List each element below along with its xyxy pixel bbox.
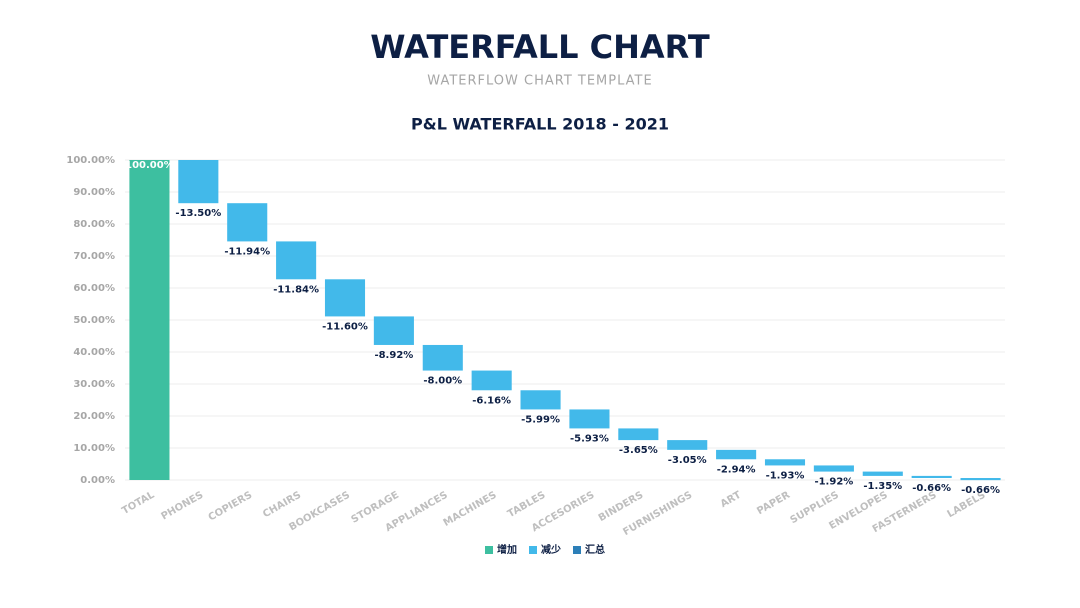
bar [569,409,610,429]
legend-swatch [485,546,493,554]
value-label: -5.99% [521,414,560,425]
value-label: -11.94% [224,246,270,257]
y-tick-label: 60.00% [73,283,115,294]
x-tick-label: TOTAL [120,489,157,517]
value-label: -0.66% [961,485,1000,496]
y-tick-label: 20.00% [73,411,115,422]
value-label: 100.00% [125,160,174,171]
slide-title: WATERFALL CHART [370,28,710,66]
x-tick-label: COPIERS [207,490,255,524]
y-tick-label: 30.00% [73,379,115,390]
bar [716,449,757,460]
bar [667,440,708,450]
value-label: -13.50% [175,208,221,219]
legend-label: 增加 [497,543,517,556]
bar [813,465,854,472]
bar [276,241,317,280]
x-tick-label: ART [719,490,744,511]
bar [324,279,366,317]
x-tick-label: PHONES [159,490,205,523]
bar [129,160,170,480]
x-tick-label: MACHINES [442,490,499,529]
value-label: -1.92% [814,477,853,488]
y-tick-label: 0.00% [80,475,115,486]
value-label: -8.00% [423,376,462,387]
value-label: -0.66% [912,483,951,494]
y-tick-label: 10.00% [73,443,115,454]
legend-swatch [573,546,581,554]
legend-label: 减少 [541,543,561,556]
y-tick-label: 90.00% [73,187,115,198]
y-tick-label: 80.00% [73,219,115,230]
value-label: -2.94% [717,464,756,475]
value-label: -1.93% [766,470,805,481]
x-tick-label: PAPER [755,490,792,518]
legend-swatch [529,546,537,554]
y-tick-label: 100.00% [66,155,115,166]
x-tick-label: TABLES [506,490,548,520]
bar [373,316,414,345]
chart-title: P&L WATERFALL 2018 - 2021 [411,115,669,134]
value-label: -11.60% [322,321,368,332]
bar [471,370,512,391]
y-tick-label: 70.00% [73,251,115,262]
bar [422,344,463,371]
slide-subtitle: WATERFLOW CHART TEMPLATE [427,74,652,89]
bar [520,390,561,410]
value-label: -3.05% [668,455,707,466]
value-label: -5.93% [570,433,609,444]
bar [764,459,806,466]
bar [618,428,659,441]
bar [862,471,903,476]
bar [911,475,952,479]
x-tick-label: CHAIRS [261,490,303,521]
y-tick-label: 40.00% [73,347,115,358]
bar [960,478,1001,481]
value-label: -1.35% [863,481,902,492]
value-label: -3.65% [619,445,658,456]
bar [227,203,268,242]
legend-label: 汇总 [585,543,605,556]
y-tick-label: 50.00% [73,315,115,326]
value-label: -8.92% [374,350,413,361]
value-label: -11.84% [273,284,319,295]
value-label: -6.16% [472,395,511,406]
bar [178,160,219,204]
